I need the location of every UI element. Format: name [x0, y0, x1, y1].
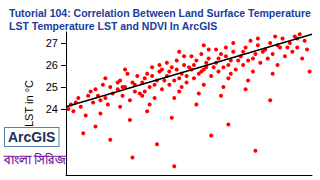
svg-text:ArcGIS: ArcGIS [8, 129, 55, 145]
svg-text:26: 26 [46, 59, 58, 71]
svg-text:Tutorial 104: Correlation Betw: Tutorial 104: Correlation Between Land S… [9, 7, 314, 19]
svg-text:বাংলা সিরিজ: বাংলা সিরিজ [3, 152, 67, 167]
svg-text:25: 25 [46, 81, 58, 93]
svg-text:27: 27 [46, 37, 58, 49]
svg-text:LST in °C: LST in °C [23, 80, 35, 127]
svg-text:24: 24 [46, 103, 58, 115]
svg-text:LST Temperature LST and NDVI I: LST Temperature LST and NDVI In ArcGIS [9, 20, 217, 32]
